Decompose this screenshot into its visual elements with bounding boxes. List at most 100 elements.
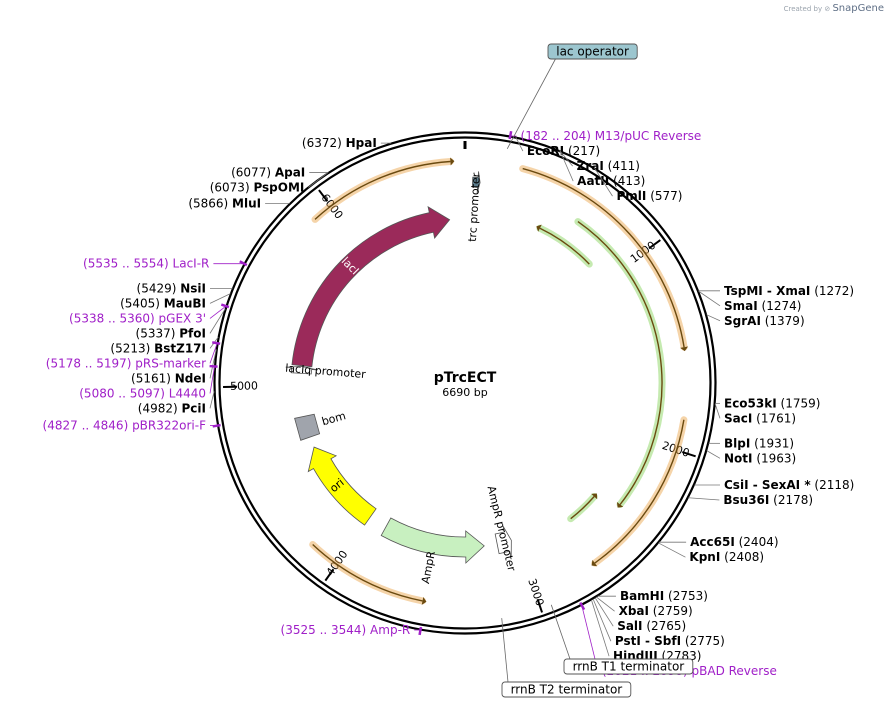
primer-label: (5338 .. 5360) pGEX 3' [69, 311, 206, 325]
label-leader-line [658, 542, 686, 558]
label-part: HpaI [346, 136, 377, 150]
feature-laci [291, 206, 451, 368]
boxed-feature-frame [501, 681, 632, 698]
label-part: (5161) [131, 371, 175, 385]
boxed-feature-label: rrnB T2 terminator [511, 683, 623, 697]
site-label: AatII (413) [577, 174, 645, 188]
site-label: Bsu36I (2178) [723, 493, 813, 507]
label-part: (2753) [664, 589, 708, 603]
label-part: pGEX 3' [159, 311, 206, 325]
label-part: BlpI [724, 436, 750, 450]
site-label: (6077) ApaI [231, 165, 305, 179]
feature-bom [294, 413, 321, 441]
feature-label: bom [320, 409, 347, 428]
translation-glow [536, 224, 593, 268]
translation-arrowhead [616, 502, 624, 508]
primer-mark [209, 364, 218, 368]
brand-name: SnapGene [832, 3, 884, 14]
primer-label: (182 .. 204) M13/pUC Reverse [521, 129, 702, 143]
label-part: (1761) [752, 411, 796, 425]
translation-arrowhead [680, 346, 689, 352]
label-leader-line [559, 150, 574, 182]
boxed-leader-line [550, 604, 571, 660]
feature-ampr [380, 517, 485, 564]
site-label: (5866) MluI [188, 196, 261, 210]
feature-ori [307, 446, 377, 526]
label-part: (413) [609, 174, 645, 188]
site-label: SgrAI (1379) [724, 314, 805, 328]
label-part: TspMI - XmaI [724, 284, 810, 298]
label-part: Bsu36I [723, 493, 769, 507]
translation-arrowhead [591, 559, 598, 567]
label-part: pBR322ori-F [132, 419, 206, 433]
feature-label: AmpR promoter [485, 485, 519, 573]
label-leader-line [706, 314, 721, 322]
translation-arrowhead [591, 493, 598, 500]
label-part: KpnI [689, 550, 720, 564]
label-part: (6073) [210, 180, 254, 194]
site-label: (6073) PspOMI [210, 180, 305, 194]
label-leader-line [209, 305, 227, 319]
site-label: ZraI (411) [577, 159, 640, 173]
label-part: BstZ17I [154, 341, 206, 355]
label-part: EcoRI [527, 144, 564, 158]
site-label: (5405) MauBI [120, 296, 206, 310]
feature-label: AmpR [419, 550, 438, 585]
label-part: MauBI [164, 296, 206, 310]
label-part: (5213) [110, 341, 154, 355]
label-part: (2775) [681, 634, 725, 648]
primer-mark [579, 601, 586, 611]
label-leader-line [515, 137, 524, 152]
label-part: (1931) [750, 436, 794, 450]
label-leader-line [591, 599, 610, 657]
site-label: EcoRI (217) [527, 144, 600, 158]
site-label: BlpI (1931) [724, 436, 794, 450]
label-part: (182 .. 204) [521, 129, 595, 143]
label-part: (2408) [720, 550, 764, 564]
label-part: (4982) [138, 401, 182, 415]
label-part: (5405) [120, 296, 164, 310]
label-part: (5866) [188, 196, 232, 210]
label-leader-line [209, 343, 218, 364]
label-part: Eco53kI [724, 396, 777, 410]
label-part: BamHI [620, 589, 664, 603]
primer-label: (3525 .. 3544) Amp-R [281, 623, 411, 637]
translation-arc [570, 496, 595, 520]
label-part: (3525 .. 3544) [281, 623, 371, 637]
site-label: (5161) NdeI [131, 371, 206, 385]
label-part: M13/pUC Reverse [595, 129, 702, 143]
label-part: AatII [577, 174, 609, 188]
label-part: (1759) [777, 396, 821, 410]
label-part: PfoI [179, 326, 206, 340]
label-leader-line [209, 366, 215, 394]
site-label: (6372) HpaI [302, 136, 377, 150]
label-part: CsiI - SexAI * [724, 478, 811, 492]
site-label: (4982) PciI [138, 401, 206, 415]
label-part: (577) [646, 189, 682, 203]
label-part: ZraI [577, 159, 604, 173]
tick-mark [318, 189, 329, 202]
translation-arrowhead [450, 157, 455, 166]
label-leader-line [714, 403, 721, 419]
snapgene-logo-icon: ⊘ [824, 5, 831, 13]
site-label: CsiI - SexAI * (2118) [724, 478, 854, 492]
site-label: (5337) PfoI [136, 326, 206, 340]
site-label: PstI - SbfI (2775) [615, 634, 725, 648]
label-part: (5338 .. 5360) [69, 311, 159, 325]
translation-arc [314, 160, 451, 220]
label-leader-line [698, 290, 721, 307]
site-label: PmlI (577) [617, 189, 683, 203]
label-part: XbaI [619, 604, 649, 618]
label-part: PspOMI [253, 180, 304, 194]
site-label: SalI (2765) [617, 619, 686, 633]
site-label: SmaI (1274) [724, 299, 801, 313]
label-part: (5080 .. 5097) [79, 386, 169, 400]
label-part: NotI [724, 451, 753, 465]
label-part: (6372) [302, 136, 346, 150]
translation-arc [312, 543, 423, 602]
site-label: KpnI (2408) [689, 550, 764, 564]
map-features-layer [285, 157, 689, 605]
primer-label: (4827 .. 4846) pBR322ori-F [43, 419, 207, 433]
label-part: NsiI [180, 281, 206, 295]
